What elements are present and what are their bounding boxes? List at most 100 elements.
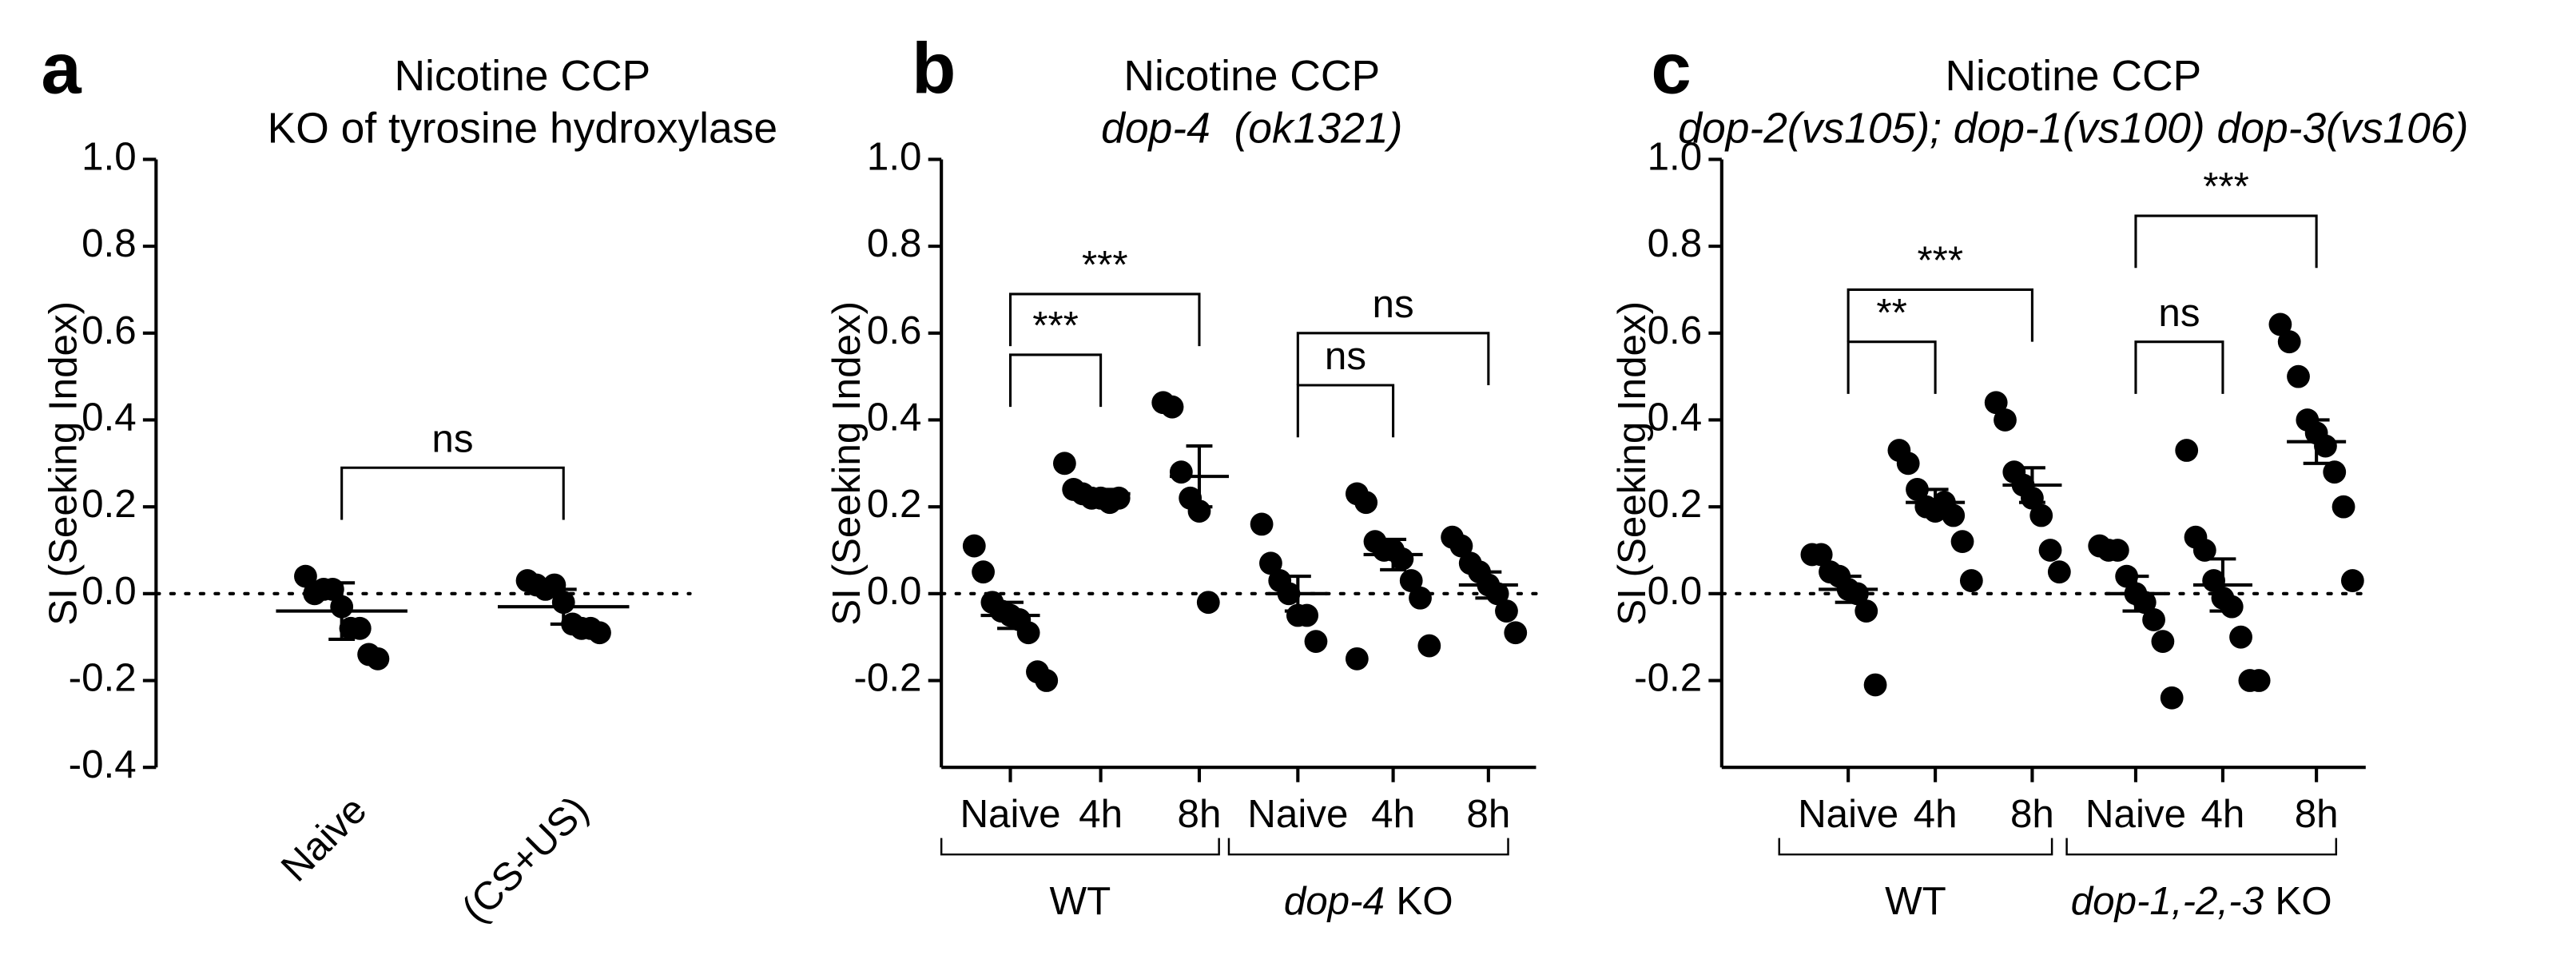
data-point [2142, 608, 2165, 631]
group-label: dop-1,-2,-3 KO [2071, 879, 2332, 923]
y-tick-label: 0.6 [867, 308, 922, 352]
data-point [2175, 439, 2199, 462]
panel-label: c [1651, 28, 1691, 109]
y-tick-label: 0.0 [81, 569, 137, 613]
chart-title: Nicotine CCP [394, 53, 650, 100]
panel-label: a [41, 28, 81, 109]
data-point [1169, 460, 1193, 484]
x-tick-label: (CS+US) [454, 788, 597, 931]
error-bar [550, 587, 577, 626]
y-tick-label: -0.2 [853, 656, 921, 700]
significance-bracket [2134, 214, 2318, 269]
data-point [348, 616, 372, 640]
data-point [294, 564, 317, 588]
data-point [2277, 330, 2301, 354]
y-tick-label: -0.2 [69, 656, 137, 700]
data-point [1417, 634, 1441, 658]
error-bar [2018, 466, 2045, 504]
data-point [1035, 669, 1059, 692]
error-bar [2209, 557, 2236, 613]
error-bar [2303, 418, 2330, 465]
y-tick-label: 0.2 [867, 482, 922, 526]
data-point [2340, 569, 2364, 592]
group-label-text: WT [1885, 879, 1946, 923]
y-tick-label: 0.4 [867, 396, 922, 440]
error-bar [1284, 575, 1311, 613]
data-point [1809, 543, 1833, 567]
data-point [2247, 669, 2271, 692]
x-tick-label: 4h [1079, 792, 1123, 836]
y-tick-label: 0.8 [867, 221, 922, 265]
data-point [2287, 364, 2310, 388]
significance-bracket [340, 466, 565, 520]
data-point [1259, 551, 1282, 575]
error-bar [1475, 570, 1502, 600]
x-tick-label: 4h [1371, 792, 1415, 836]
x-tick-label: 4h [2200, 792, 2244, 836]
significance-label: ns [1325, 334, 1366, 378]
data-point [1399, 569, 1423, 592]
group-label-italic: dop-4 [1284, 879, 1385, 923]
data-point [1504, 621, 1528, 645]
data-point [1994, 408, 2017, 432]
x-tick-label: Naive [1247, 792, 1348, 836]
y-tick-label: 0.4 [1648, 396, 1703, 440]
group-label-italic: dop-1,-2,-3 [2071, 879, 2264, 923]
y-axis-label: SI (Seeking Index) [825, 301, 869, 626]
chart-title: Nicotine CCP [1945, 53, 2201, 100]
data-point [1942, 503, 1966, 527]
data-point [2105, 539, 2129, 562]
significance-bracket [1008, 292, 1201, 347]
data-point [1304, 630, 1328, 654]
x-tick-label: 8h [2010, 792, 2054, 836]
group-label: WT [1050, 879, 1111, 923]
group-label: dop-4 KO [1284, 879, 1453, 923]
x-tick-label: Naive [960, 792, 1060, 836]
data-point [2332, 495, 2355, 519]
group-label: WT [1885, 879, 1946, 923]
data-point [1196, 591, 1220, 615]
chart-title: Nicotine CCP [1123, 53, 1380, 100]
group-label-text: KO [2275, 879, 2332, 923]
error-bar [328, 581, 356, 641]
x-tick-label: 8h [1178, 792, 1222, 836]
data-point [1409, 586, 1432, 610]
x-tick-label: 8h [1466, 792, 1510, 836]
group-label-text: KO [1396, 879, 1453, 923]
error-bar [2122, 575, 2149, 613]
y-tick-label: 0.8 [81, 221, 137, 265]
y-axis-label: SI (Seeking Index) [1610, 301, 1654, 626]
significance-label: *** [1082, 243, 1128, 287]
group-bracket [940, 838, 1220, 856]
data-point [1863, 673, 1887, 697]
chart-subtitle: KO of tyrosine hydroxylase [268, 105, 778, 153]
significance-label: ns [431, 416, 473, 460]
data-point [1016, 621, 1040, 645]
y-tick-label: 1.0 [1648, 134, 1703, 178]
data-point [1449, 534, 1473, 558]
y-tick-label: 0.6 [1648, 308, 1703, 352]
significance-label: *** [2203, 165, 2249, 209]
error-bar [997, 600, 1024, 631]
significance-bracket [1847, 340, 1937, 394]
x-tick-label: Naive [1798, 792, 1898, 836]
y-tick-label: 0.2 [81, 482, 137, 526]
significance-label: ns [2158, 291, 2200, 335]
data-point [1984, 391, 2008, 415]
y-tick-label: 0.0 [867, 569, 922, 613]
data-point [1854, 599, 1878, 623]
error-bar [1922, 488, 1949, 518]
y-tick-label: 0.8 [1648, 221, 1703, 265]
y-tick-label: 0.2 [1648, 482, 1703, 526]
data-point [972, 560, 995, 584]
y-tick-label: 1.0 [81, 134, 137, 178]
data-point [1959, 569, 1983, 592]
error-bar [1186, 444, 1213, 509]
panel-label: b [912, 28, 956, 109]
data-point [2192, 539, 2216, 562]
chart-subtitle: dop-4 (ok1321) [1101, 105, 1402, 153]
x-tick-label: Naive [272, 788, 375, 890]
significance-bracket [1008, 353, 1103, 408]
x-tick-label: 4h [1914, 792, 1958, 836]
data-point [1896, 452, 1920, 476]
